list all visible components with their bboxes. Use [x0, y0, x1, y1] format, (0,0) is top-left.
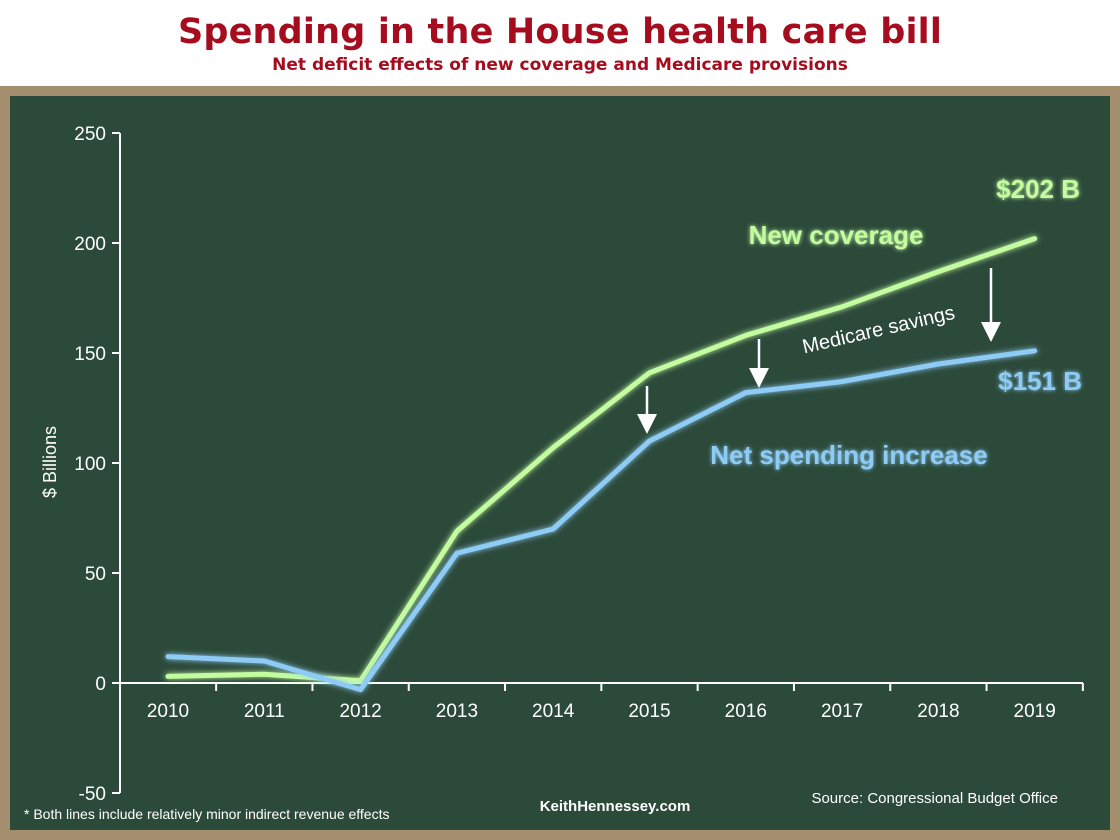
series-layer: [165, 236, 1038, 693]
series-line-net-spending: [165, 348, 1038, 693]
x-tick-label: 2013: [436, 701, 478, 722]
site-credit: KeithHennessey.com: [540, 798, 691, 815]
footnote: * Both lines include relatively minor in…: [24, 806, 389, 822]
header: Spending in the House health care bill N…: [0, 0, 1120, 86]
y-tick-label: 50: [85, 564, 106, 585]
x-tick-label: 2014: [532, 701, 575, 722]
end-label-net-spending: $151 B: [998, 366, 1082, 396]
x-tick-label: 2011: [244, 701, 285, 722]
x-tick-label: 2018: [917, 701, 959, 722]
y-tick-label: 200: [74, 234, 106, 255]
axes: -50 0 50 100 150 200 250 2010 2011 2012 2013 2014 20…: [74, 124, 1084, 805]
y-axis-label: $ Billions: [40, 426, 60, 498]
chalkboard: [10, 96, 1110, 830]
chart-title: Spending in the House health care bill: [177, 12, 943, 52]
end-label-new-coverage: $202 B: [996, 174, 1080, 204]
source-note: Source: Congressional Budget Office: [811, 790, 1058, 807]
y-tick-label: 150: [74, 344, 106, 365]
x-tick-label: 2016: [725, 701, 767, 722]
x-tick-label: 2019: [1014, 701, 1056, 722]
legend-net-spending: Net spending increase: [710, 440, 987, 470]
y-tick-label: 250: [74, 124, 106, 145]
x-tick-label: 2012: [339, 701, 381, 722]
chart-subtitle: Net deficit effects of new coverage and …: [272, 55, 848, 75]
y-tick-label: 0: [95, 674, 106, 695]
x-tick-label: 2010: [147, 701, 189, 722]
y-tick-label: -50: [79, 784, 106, 805]
legend-new-coverage: New coverage: [749, 220, 924, 250]
x-tick-label: 2017: [821, 701, 863, 722]
y-tick-label: 100: [74, 454, 106, 475]
x-tick-label: 2015: [628, 701, 670, 722]
